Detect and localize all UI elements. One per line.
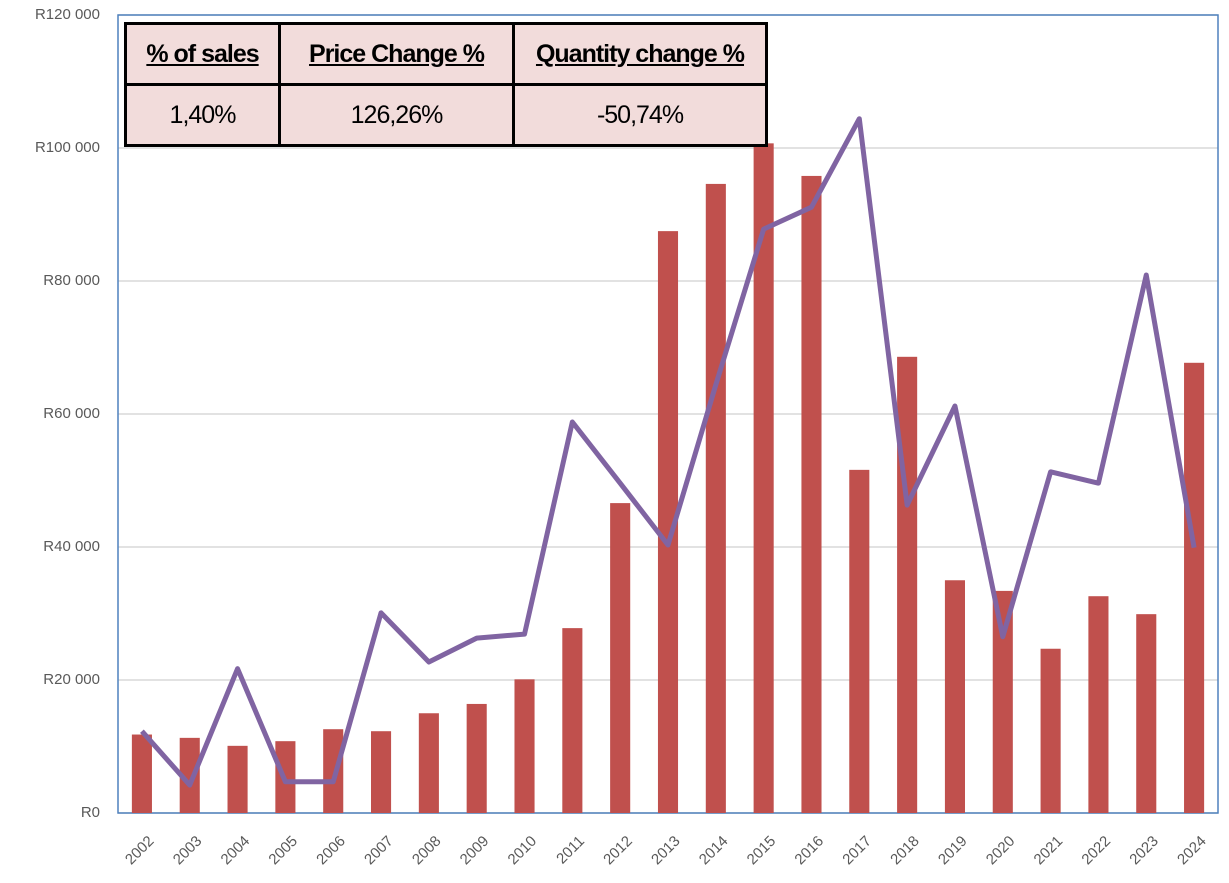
bar xyxy=(371,731,392,813)
x-tick-label: 2011 xyxy=(553,833,588,868)
table-cell: 1,40% xyxy=(124,83,281,147)
x-tick-label: 2005 xyxy=(265,833,301,869)
bar xyxy=(610,503,631,813)
x-tick-label: 2006 xyxy=(313,833,349,869)
x-tick-label: 2009 xyxy=(457,833,493,869)
summary-table: % of sales Price Change % Quantity change … xyxy=(124,22,768,147)
table-cell: -50,74% xyxy=(512,83,768,147)
x-tick-label: 2014 xyxy=(696,833,732,869)
x-tick-label: 2024 xyxy=(1174,833,1210,869)
bar xyxy=(1184,362,1205,813)
x-tick-label: 2012 xyxy=(600,833,636,869)
y-tick-label: R60 000 xyxy=(43,405,100,422)
x-tick-label: 2004 xyxy=(218,833,254,869)
table-cell: 126,26% xyxy=(278,83,515,147)
x-tick-label: 2016 xyxy=(791,833,827,869)
bar xyxy=(944,580,965,813)
table-row: 1,40% 126,26% -50,74% xyxy=(124,83,768,147)
x-tick-label: 2022 xyxy=(1078,833,1114,869)
bar xyxy=(753,143,774,814)
y-tick-label: R0 xyxy=(81,804,100,821)
bar xyxy=(1088,596,1109,813)
y-tick-label: R20 000 xyxy=(43,671,100,688)
table-row: % of sales Price Change % Quantity change … xyxy=(124,22,768,86)
bar xyxy=(801,175,822,813)
y-tick-label: R120 000 xyxy=(35,6,100,23)
y-tick-label: R80 000 xyxy=(43,272,100,289)
bar xyxy=(514,679,535,813)
bar xyxy=(418,713,439,813)
bar xyxy=(849,469,870,813)
bar xyxy=(657,231,679,813)
bar xyxy=(227,745,248,813)
x-tick-label: 2010 xyxy=(505,833,541,869)
bar xyxy=(562,628,583,813)
bar xyxy=(1040,648,1061,813)
bar xyxy=(1136,614,1157,813)
x-tick-label: 2015 xyxy=(744,833,780,869)
table-header-cell: % of sales xyxy=(124,22,281,86)
bar xyxy=(897,356,918,813)
x-tick-label: 2021 xyxy=(1031,833,1067,869)
x-tick-label: 2013 xyxy=(648,833,684,869)
x-tick-label: 2023 xyxy=(1126,833,1162,869)
bar xyxy=(466,703,487,813)
x-tick-label: 2007 xyxy=(361,833,397,869)
y-tick-label: R100 000 xyxy=(35,139,100,156)
bar xyxy=(705,183,726,813)
x-tick-label: 2003 xyxy=(170,833,206,869)
x-tick-label: 2020 xyxy=(983,833,1019,869)
bar xyxy=(992,590,1013,813)
y-tick-label: R40 000 xyxy=(43,538,100,555)
bar xyxy=(179,737,200,813)
x-tick-label: 2018 xyxy=(887,833,923,869)
x-tick-label: 2017 xyxy=(839,833,875,869)
table-header-cell: Price Change % xyxy=(278,22,515,86)
bar xyxy=(323,729,344,813)
bar xyxy=(131,734,152,813)
line xyxy=(140,116,1197,788)
x-tick-label: 2019 xyxy=(935,833,971,869)
x-tick-label: 2008 xyxy=(409,833,445,869)
table-header-cell: Quantity change % xyxy=(512,22,768,86)
x-tick-label: 2002 xyxy=(122,833,158,869)
